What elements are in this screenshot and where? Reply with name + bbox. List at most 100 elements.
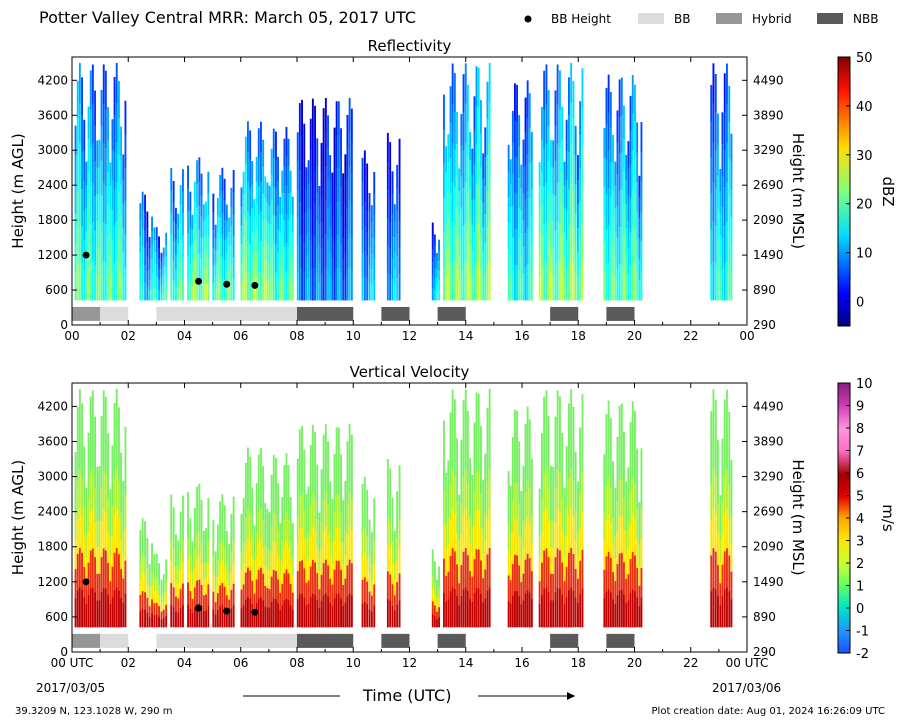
echo-cell <box>253 593 256 611</box>
echo-cell <box>187 581 189 605</box>
echo-cell <box>350 562 353 596</box>
echo-cell <box>205 610 207 628</box>
echo-cell <box>146 270 149 286</box>
echo-cell <box>447 217 450 246</box>
echo-cell <box>94 265 96 301</box>
echo-cell <box>314 464 316 498</box>
echo-cell <box>543 473 546 513</box>
echo-cell <box>579 233 582 268</box>
echo-cell <box>296 244 299 273</box>
echo-cell <box>314 432 316 465</box>
x-tick-label: 12 <box>402 656 417 670</box>
echo-cell <box>247 270 249 301</box>
colorbar-tick-label: 2 <box>856 557 864 572</box>
echo-cell <box>370 205 373 222</box>
echo-cell <box>78 220 81 261</box>
echo-cell <box>301 199 303 234</box>
echo-cell <box>361 555 364 580</box>
echo-cell <box>221 516 224 539</box>
y-tick-label-left: 0 <box>60 318 68 332</box>
echo-cell <box>223 239 226 261</box>
echo-cell <box>634 410 636 448</box>
echo-cell <box>253 559 256 577</box>
echo-cell <box>344 202 347 228</box>
echo-cell <box>223 525 226 547</box>
echo-cell <box>160 603 163 612</box>
echo-cell <box>76 443 79 481</box>
echo-cell <box>528 453 531 489</box>
echo-cell <box>200 278 203 301</box>
echo-cell <box>466 192 469 229</box>
echo-cell <box>244 544 247 573</box>
echo-cell <box>717 175 719 208</box>
echo-cell <box>717 564 719 597</box>
echo-cell <box>480 133 482 168</box>
echo-cell <box>205 250 207 268</box>
echo-cell <box>723 399 726 438</box>
echo-cell <box>172 607 175 628</box>
echo-cell <box>324 525 327 560</box>
echo-cell <box>559 261 561 301</box>
echo-cell <box>386 272 389 301</box>
echo-cell <box>187 514 189 538</box>
echo-cell <box>636 567 639 598</box>
echo-cell <box>309 445 312 476</box>
echo-cell <box>191 584 194 599</box>
echo-cell <box>85 207 88 232</box>
echo-cell <box>230 533 233 553</box>
echo-cell <box>144 282 146 301</box>
echo-cell <box>507 170 510 197</box>
echo-cell <box>723 475 726 514</box>
echo-cell <box>266 508 269 530</box>
bb-height-point <box>82 578 90 586</box>
echo-cell <box>98 546 101 574</box>
echo-cell <box>538 488 541 513</box>
echo-cell <box>528 196 531 232</box>
echo-cell <box>102 142 105 183</box>
echo-cell <box>318 205 321 225</box>
echo-cell <box>348 457 351 493</box>
echo-cell <box>368 210 371 230</box>
echo-cell <box>314 529 316 563</box>
echo-cell <box>281 561 284 584</box>
colorbar-label: m/s <box>879 504 897 532</box>
echo-cell <box>179 588 182 609</box>
echo-cell <box>629 265 632 301</box>
echo-cell <box>311 559 314 594</box>
echo-cell <box>710 228 713 265</box>
echo-cell <box>572 263 575 301</box>
echo-cell <box>155 578 158 591</box>
echo-cell <box>115 587 118 628</box>
echo-cell <box>518 565 521 597</box>
echo-cell <box>486 553 489 591</box>
echo-cell <box>616 595 619 628</box>
echo-cell <box>565 596 568 628</box>
echo-cell <box>148 279 151 290</box>
echo-cell <box>726 260 728 301</box>
echo-cell <box>346 145 349 178</box>
echo-cell <box>329 227 332 253</box>
echo-cell <box>242 498 245 521</box>
echo-cell <box>182 517 184 540</box>
echo-cell <box>327 503 329 535</box>
echo-cell <box>462 187 465 226</box>
echo-cell <box>200 215 203 238</box>
echo-cell <box>605 414 608 450</box>
echo-cell <box>445 146 448 173</box>
echo-cell <box>111 475 114 507</box>
echo-cell <box>100 591 103 628</box>
echo-cell <box>287 219 290 247</box>
echo-cell <box>115 428 118 469</box>
echo-cell <box>451 221 454 261</box>
echo-cell <box>603 214 606 244</box>
echo-cell <box>396 210 399 233</box>
echo-cell <box>298 168 301 202</box>
echo-cell <box>477 145 480 185</box>
echo-cell <box>230 589 233 609</box>
echo-cell <box>511 500 514 533</box>
echo-cell <box>272 214 275 244</box>
colorbar-tick-label: 4 <box>856 512 864 527</box>
echo-cell <box>550 166 552 194</box>
echo-cell <box>473 266 476 301</box>
echo-cell <box>165 615 168 628</box>
